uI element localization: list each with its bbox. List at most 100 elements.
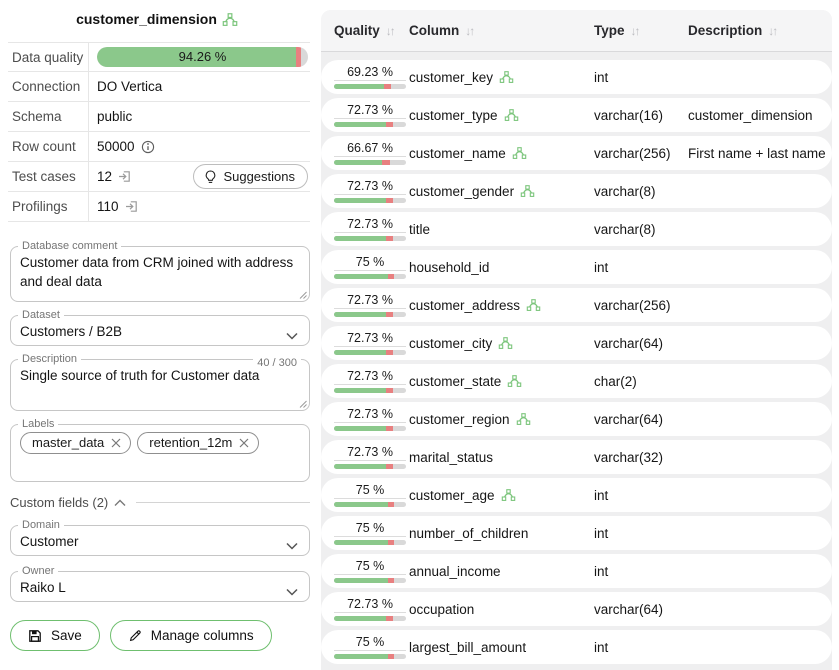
table-row[interactable]: 75 % number_of_children int bbox=[321, 516, 832, 550]
schema-value: public bbox=[88, 102, 310, 131]
table-row[interactable]: 72.73 % marital_status varchar(32) bbox=[321, 440, 832, 474]
column-name: customer_city bbox=[409, 335, 493, 351]
monitored-icon bbox=[501, 489, 515, 501]
info-row-connection: Connection DO Vertica bbox=[8, 72, 310, 102]
resize-handle-icon[interactable] bbox=[298, 399, 307, 408]
column-cell: customer_type bbox=[409, 108, 594, 123]
monitored-icon bbox=[526, 299, 541, 311]
owner-value: Raiko L bbox=[20, 580, 66, 595]
quality-bar bbox=[334, 198, 406, 203]
table-row[interactable]: 72.73 % occupation varchar(64) bbox=[321, 592, 832, 626]
table-row[interactable]: 75 % household_id int bbox=[321, 250, 832, 284]
suggestions-button[interactable]: Suggestions bbox=[193, 164, 308, 189]
database-comment-value[interactable]: Customer data from CRM joined with addre… bbox=[20, 255, 294, 289]
resize-handle-icon[interactable] bbox=[298, 290, 307, 299]
quality-cell: 75 % bbox=[334, 635, 406, 659]
table-row[interactable]: 72.73 % title varchar(8) bbox=[321, 212, 832, 246]
description-value[interactable]: Single source of truth for Customer data bbox=[20, 368, 260, 383]
save-button[interactable]: Save bbox=[10, 620, 100, 651]
quality-bar bbox=[334, 236, 406, 241]
column-name: customer_state bbox=[409, 373, 502, 389]
quality-cell: 72.73 % bbox=[334, 597, 406, 621]
domain-select[interactable]: Domain Customer bbox=[10, 519, 310, 556]
info-row-data-quality: Data quality 94.26 % bbox=[8, 42, 310, 72]
table-row[interactable]: 75 % largest_bill_amount int bbox=[321, 630, 832, 664]
column-type: int bbox=[594, 563, 609, 579]
header-column-label: Column bbox=[409, 23, 460, 38]
column-name: marital_status bbox=[409, 449, 494, 465]
quality-cell: 72.73 % bbox=[334, 445, 406, 469]
remove-label-icon[interactable] bbox=[239, 438, 249, 448]
quality-value: 72.73 % bbox=[334, 407, 406, 423]
column-name: customer_type bbox=[409, 107, 498, 123]
table-row[interactable]: 66.67 % customer_name varchar(256) First… bbox=[321, 136, 832, 170]
column-name: customer_address bbox=[409, 297, 521, 313]
column-name: household_id bbox=[409, 259, 490, 275]
goto-tests-icon[interactable] bbox=[118, 170, 131, 183]
goto-profilings-icon[interactable] bbox=[125, 200, 138, 213]
table-row[interactable]: 69.23 % customer_key int bbox=[321, 60, 832, 94]
header-description-label: Description bbox=[688, 23, 763, 38]
monitored-icon bbox=[504, 109, 518, 121]
chevron-up-icon bbox=[114, 499, 126, 506]
info-label: Data quality bbox=[12, 49, 84, 65]
remove-label-icon[interactable] bbox=[111, 438, 121, 448]
sort-column-icon[interactable]: ↓↑ bbox=[465, 23, 475, 38]
action-buttons: Save Manage columns bbox=[10, 620, 314, 651]
quality-value: 66.67 % bbox=[334, 141, 406, 157]
dataset-select[interactable]: Dataset Customers / B2B bbox=[10, 309, 310, 346]
column-type: int bbox=[594, 525, 609, 541]
table-row[interactable]: 75 % customer_age int bbox=[321, 478, 832, 512]
column-name: customer_name bbox=[409, 145, 506, 161]
manage-columns-button[interactable]: Manage columns bbox=[109, 620, 272, 651]
table-row[interactable]: 72.73 % customer_region varchar(64) bbox=[321, 402, 832, 436]
database-comment-field[interactable]: Database comment Customer data from CRM … bbox=[10, 240, 310, 302]
table-row[interactable]: 72.73 % customer_gender varchar(8) bbox=[321, 174, 832, 208]
table-row[interactable]: 75 % annual_income int bbox=[321, 554, 832, 588]
quality-cell: 66.67 % bbox=[334, 141, 406, 165]
column-cell: customer_state bbox=[409, 374, 594, 389]
owner-label: Owner bbox=[22, 565, 55, 577]
table-row[interactable]: 72.73 % customer_type varchar(16) custom… bbox=[321, 98, 832, 132]
sort-description-icon[interactable]: ↓↑ bbox=[768, 23, 778, 38]
quality-value: 72.73 % bbox=[334, 597, 406, 613]
chevron-down-icon bbox=[286, 542, 298, 550]
quality-value: 72.73 % bbox=[334, 293, 406, 309]
column-cell: title bbox=[409, 222, 594, 237]
column-type: varchar(32) bbox=[594, 449, 664, 465]
header-type-label: Type bbox=[594, 23, 625, 38]
label-chip-text: master_data bbox=[32, 435, 105, 450]
label-chip: retention_12m bbox=[137, 432, 260, 454]
column-type: char(2) bbox=[594, 373, 637, 389]
quality-value: 72.73 % bbox=[334, 103, 406, 119]
info-label: Profilings bbox=[12, 199, 68, 214]
page-title-row: customer_dimension bbox=[0, 11, 314, 27]
table-row[interactable]: 72.73 % customer_state char(2) bbox=[321, 364, 832, 398]
dataset-info-table: Data quality 94.26 % Connection DO Verti… bbox=[8, 42, 310, 222]
quality-bar bbox=[334, 84, 406, 89]
manage-columns-button-label: Manage columns bbox=[150, 628, 254, 643]
info-row-row-count: Row count 50000 bbox=[8, 132, 310, 162]
quality-value: 75 % bbox=[334, 255, 406, 271]
columns-table: Quality ↓↑ Column ↓↑ Type ↓↑ Description… bbox=[321, 10, 832, 670]
description-field[interactable]: Description 40 / 300 Single source of tr… bbox=[10, 353, 310, 411]
info-icon[interactable] bbox=[141, 140, 155, 154]
monitored-icon bbox=[508, 375, 522, 387]
sort-type-icon[interactable]: ↓↑ bbox=[630, 23, 641, 38]
table-row[interactable]: 72.73 % customer_city varchar(64) bbox=[321, 326, 832, 360]
monitored-icon bbox=[499, 71, 514, 83]
quality-bar bbox=[334, 160, 406, 165]
profilings-number: 110 bbox=[97, 199, 119, 214]
dataset-value: Customers / B2B bbox=[20, 324, 123, 339]
labels-field[interactable]: Labels master_data retention_12m bbox=[10, 418, 310, 482]
column-cell: customer_name bbox=[409, 146, 594, 161]
sort-quality-icon[interactable]: ↓↑ bbox=[385, 23, 396, 38]
lightbulb-icon bbox=[206, 169, 216, 183]
quality-cell: 72.73 % bbox=[334, 103, 406, 127]
column-cell: occupation bbox=[409, 602, 594, 617]
quality-bar bbox=[334, 578, 406, 583]
column-name: occupation bbox=[409, 601, 475, 617]
custom-fields-toggle[interactable]: Custom fields (2) bbox=[10, 495, 310, 510]
owner-select[interactable]: Owner Raiko L bbox=[10, 565, 310, 602]
table-row[interactable]: 72.73 % customer_address varchar(256) bbox=[321, 288, 832, 322]
